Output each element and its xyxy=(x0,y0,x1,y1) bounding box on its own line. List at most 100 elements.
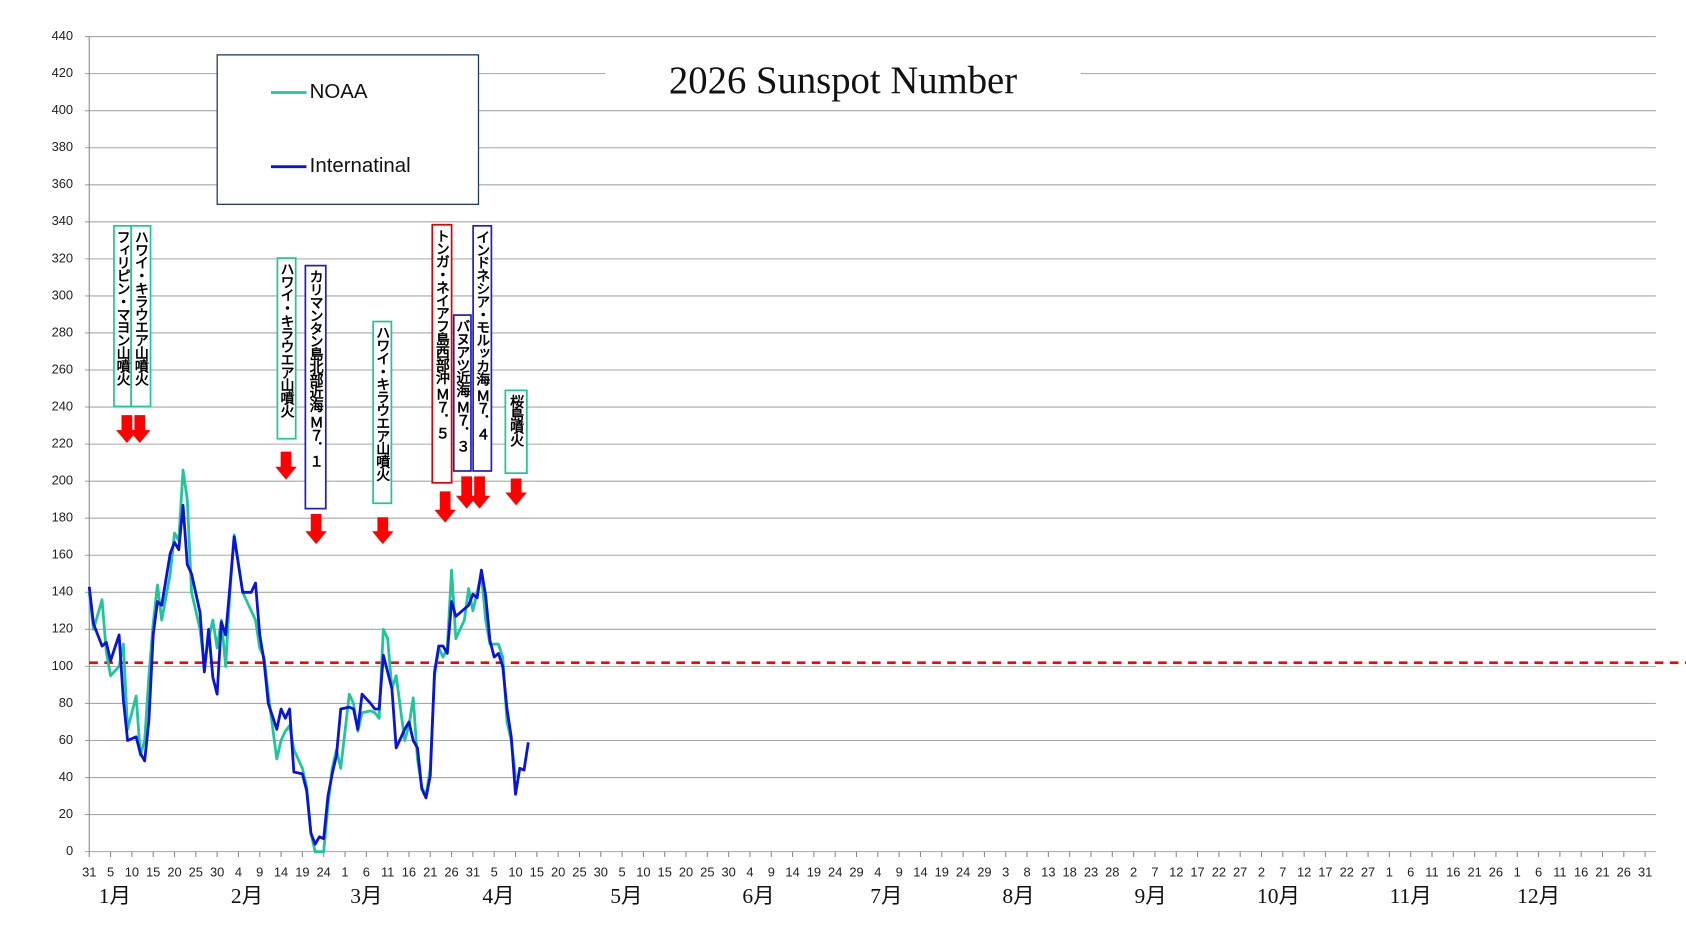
x-tick-label: 12 xyxy=(1297,864,1311,879)
x-tick-label: 30 xyxy=(210,864,224,879)
y-tick-label: 20 xyxy=(59,806,73,821)
x-tick-label: 11 xyxy=(381,864,394,879)
x-tick-label: 19 xyxy=(935,864,949,879)
x-tick-label: 6 xyxy=(1407,864,1414,879)
series-line xyxy=(87,503,530,846)
x-tick-label: 9 xyxy=(256,864,263,879)
annotation-text: フィリピン・マヨン山噴火 xyxy=(115,230,131,387)
y-tick-label: 340 xyxy=(52,213,74,228)
y-tick-label: 320 xyxy=(52,250,74,265)
month-label: 9月 xyxy=(1135,884,1167,908)
annotation-text: ハワイ・キラウエア山噴火 xyxy=(374,326,390,483)
x-tick-label: 21 xyxy=(423,864,437,879)
x-tick-label: 4 xyxy=(235,864,242,879)
annotation-text: バヌアツ近海 Ｍ７．３ xyxy=(454,319,470,452)
legend-entries: NOAA Internatinal xyxy=(270,81,411,177)
legend xyxy=(216,54,480,205)
x-tick-label: 30 xyxy=(721,864,735,879)
x-tick-label: 8 xyxy=(1023,864,1030,879)
x-tick-label: 5 xyxy=(107,864,114,879)
annotation-box xyxy=(504,389,528,475)
annotation-arrow xyxy=(129,415,151,444)
x-tick-label: 31 xyxy=(82,864,96,879)
x-tick-label: 29 xyxy=(849,864,863,879)
annotation-box xyxy=(130,224,152,408)
x-tick-label: 14 xyxy=(913,864,927,879)
chart-title: 2026 Sunspot Number xyxy=(669,60,1017,102)
x-tick-label: 15 xyxy=(658,864,672,879)
annotation-arrow xyxy=(455,476,478,509)
month-label: 1月 xyxy=(99,884,131,908)
x-tick-label: 5 xyxy=(491,864,498,879)
x-tick-label: 12 xyxy=(1169,864,1183,879)
plot xyxy=(87,468,1686,854)
annotation-arrow xyxy=(116,415,138,444)
x-tick-label: 17 xyxy=(1318,864,1332,879)
y-tick-label: 380 xyxy=(52,139,74,154)
y-tick-label: 300 xyxy=(52,287,74,302)
x-tick-label: 3 xyxy=(1002,864,1009,879)
y-tick-label: 420 xyxy=(52,65,74,80)
x-tick-label: 22 xyxy=(1340,864,1354,879)
y-tick-label: 40 xyxy=(59,769,73,784)
annotation-arrow xyxy=(505,478,527,506)
y-tick-label: 140 xyxy=(52,584,74,599)
x-tick-label: 14 xyxy=(785,864,799,879)
annotation-arrow xyxy=(468,476,491,509)
x-tick-label: 15 xyxy=(530,864,544,879)
month-label: 10月 xyxy=(1257,884,1300,908)
annotation-box xyxy=(372,320,393,505)
annotation-arrow xyxy=(305,513,327,545)
x-tick-label: 9 xyxy=(896,864,903,879)
x-tick-label: 25 xyxy=(572,864,586,879)
x-tick-label: 29 xyxy=(977,864,991,879)
month-label: 5月 xyxy=(610,884,642,908)
x-tick-label: 28 xyxy=(1105,864,1119,879)
y-tick-label: 180 xyxy=(52,510,74,525)
y-tick-label: 100 xyxy=(52,658,74,673)
x-tick-label: 23 xyxy=(1084,864,1098,879)
x-tick-label: 4 xyxy=(874,864,881,879)
month-label: 12月 xyxy=(1517,884,1560,908)
x-tick-label: 10 xyxy=(636,864,650,879)
annotation-text: トンガ・ネイアフ島西部沖 Ｍ７．５ xyxy=(434,229,450,439)
x-tick-label: 11 xyxy=(1553,864,1566,879)
x-tick-label: 7 xyxy=(1279,864,1286,879)
x-tick-label: 10 xyxy=(125,864,139,879)
x-tick-label: 20 xyxy=(167,864,181,879)
x-tick-label: 6 xyxy=(363,864,370,879)
y-tick-label: 160 xyxy=(52,547,74,562)
month-label: 3月 xyxy=(350,884,382,908)
x-tick-label: 4 xyxy=(746,864,753,879)
annotation-text: ハワイ・キラウエア山噴火 xyxy=(133,230,149,387)
x-tick-label: 22 xyxy=(1212,864,1226,879)
month-label: 4月 xyxy=(482,884,514,908)
x-tick-label: 9 xyxy=(768,864,775,879)
x-tick-label: 31 xyxy=(1638,864,1652,879)
month-label: 11月 xyxy=(1390,884,1432,908)
annotation-arrow xyxy=(275,451,297,480)
x-tick-label: 19 xyxy=(295,864,309,879)
x-tick-label: 2 xyxy=(1130,864,1137,879)
annotation-text: カリマンタン島北部近海 Ｍ７．１ xyxy=(308,270,324,467)
x-tick-label: 20 xyxy=(551,864,565,879)
x-tick-label: 15 xyxy=(146,864,160,879)
x-tick-label: 24 xyxy=(956,864,970,879)
y-tick-label: 440 xyxy=(52,28,74,43)
x-tick-label: 16 xyxy=(402,864,416,879)
x-tick-label: 26 xyxy=(444,864,458,879)
month-label: 2月 xyxy=(231,884,263,908)
x-tick-label: 25 xyxy=(700,864,714,879)
y-tick-label: 260 xyxy=(52,361,74,376)
x-tick-label: 10 xyxy=(508,864,522,879)
month-label: 7月 xyxy=(870,884,902,908)
x-tick-label: 18 xyxy=(1063,864,1077,879)
x-tick-label: 21 xyxy=(1595,864,1609,879)
x-tick-label: 19 xyxy=(807,864,821,879)
annotation-box xyxy=(276,257,297,440)
annotation-text: インドネシア・モルッカ海 Ｍ７．４ xyxy=(474,230,490,440)
x-tick-label: 21 xyxy=(1467,864,1481,879)
x-tick-label: 2 xyxy=(1258,864,1265,879)
